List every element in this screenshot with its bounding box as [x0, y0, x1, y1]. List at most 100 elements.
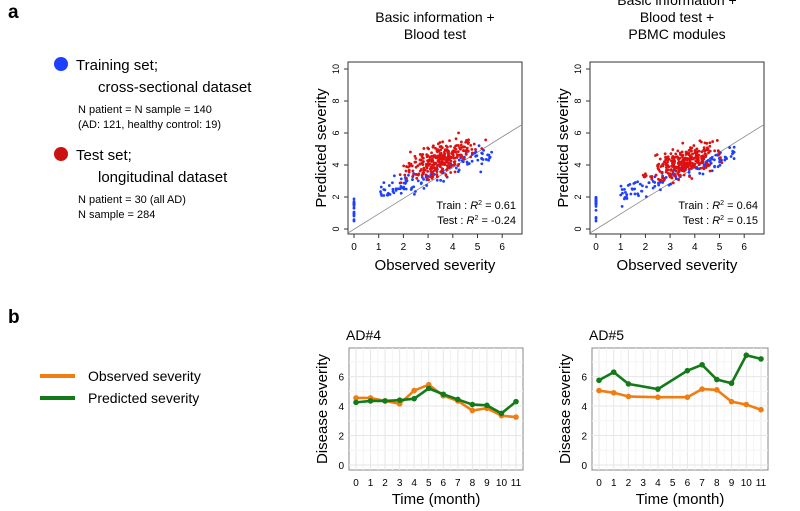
test-point: [464, 140, 468, 144]
test-point: [459, 140, 463, 144]
test-point: [691, 157, 695, 161]
test-point: [443, 148, 447, 152]
train-point: [480, 162, 484, 166]
test-point: [677, 163, 681, 167]
test-point: [435, 170, 439, 174]
test-point: [416, 164, 420, 168]
test-point: [674, 169, 678, 173]
train-point: [594, 195, 598, 199]
train-point: [465, 160, 469, 164]
train-point: [416, 179, 420, 183]
test-point: [685, 157, 689, 161]
predicted-point: [425, 385, 432, 392]
plot-frame: [589, 61, 765, 235]
test-r2-annotation: Test : R2 = 0.15: [683, 215, 758, 227]
test-point: [674, 152, 678, 156]
test-point: [700, 161, 703, 165]
train-point: [461, 160, 465, 164]
predicted-point: [596, 377, 602, 384]
test-point: [480, 147, 484, 150]
test-point: [665, 156, 669, 160]
train-point: [413, 192, 416, 196]
test-point: [464, 152, 468, 156]
x-tick-label: 8: [470, 478, 476, 489]
test-point: [413, 154, 417, 158]
test-point: [448, 156, 452, 160]
predicted-point: [469, 401, 476, 408]
test-point: [685, 161, 688, 165]
train-point: [391, 181, 394, 185]
training-label: Training set;: [76, 57, 158, 74]
test-point: [666, 160, 669, 164]
chart-title: PBMC modules: [628, 26, 725, 42]
test-point: [671, 155, 674, 159]
test-point: [641, 173, 645, 177]
test-point: [682, 162, 686, 166]
test-point: [671, 170, 675, 173]
test-point: [427, 178, 431, 182]
test-point: [669, 168, 673, 171]
train-point: [476, 158, 480, 162]
train-point: [657, 183, 661, 187]
test-point: [425, 153, 429, 157]
predicted-point: [367, 398, 374, 404]
test-point: [416, 173, 420, 177]
chart-title: Basic information +: [617, 0, 736, 8]
test-point: [658, 157, 662, 161]
predicted-point: [743, 352, 750, 359]
test-point: [700, 155, 703, 158]
y-tick-label: 2: [331, 194, 341, 199]
x-tick-label: 3: [425, 242, 431, 253]
x-tick-label: 10: [741, 478, 753, 489]
train-point: [391, 190, 395, 193]
chart-title: Basic information +: [375, 9, 494, 25]
test-point: [430, 151, 433, 155]
test-point: [663, 152, 667, 156]
x-tick-label: 1: [618, 242, 624, 253]
train-point: [594, 204, 598, 208]
test-point: [439, 155, 443, 159]
test-point: [457, 162, 461, 166]
test-point: [403, 173, 407, 177]
predicted-point: [699, 361, 705, 368]
train-point: [707, 158, 710, 162]
observed-point: [743, 401, 750, 408]
y-tick-label: 2: [338, 432, 344, 443]
test-point: [425, 155, 429, 159]
test-point: [452, 160, 456, 164]
test-point: [660, 171, 664, 175]
test-point: [455, 144, 459, 147]
train-point: [425, 184, 429, 187]
test-point: [424, 173, 428, 177]
test-point: [702, 148, 706, 152]
test-point: [407, 170, 411, 174]
test-point: [677, 169, 681, 173]
y-tick-label: 4: [573, 162, 583, 167]
train-point: [714, 153, 718, 157]
test-point: [420, 173, 424, 177]
train-point: [624, 191, 627, 194]
train-point: [387, 184, 391, 187]
test-point: [691, 152, 694, 156]
train-point: [698, 171, 702, 175]
test-point: [462, 149, 466, 152]
test-point: [694, 165, 697, 169]
predicted-point: [758, 356, 764, 362]
x-tick-label: 9: [729, 478, 735, 489]
observed-point: [758, 406, 764, 413]
x-tick-label: 8: [714, 478, 720, 489]
chart-title: Blood test: [404, 26, 466, 42]
test-point: [456, 150, 460, 154]
test-point: [439, 148, 443, 152]
x-tick-label: 1: [376, 242, 382, 253]
test-point: [407, 168, 411, 172]
test-point: [419, 168, 423, 171]
test-point: [462, 145, 466, 149]
train-point: [701, 172, 705, 176]
test-point: [457, 131, 460, 135]
x-tick-label: 0: [351, 242, 357, 253]
train-point: [713, 165, 716, 169]
test-point: [656, 167, 660, 170]
x-tick-label: 4: [450, 242, 456, 253]
test-point: [688, 158, 692, 162]
